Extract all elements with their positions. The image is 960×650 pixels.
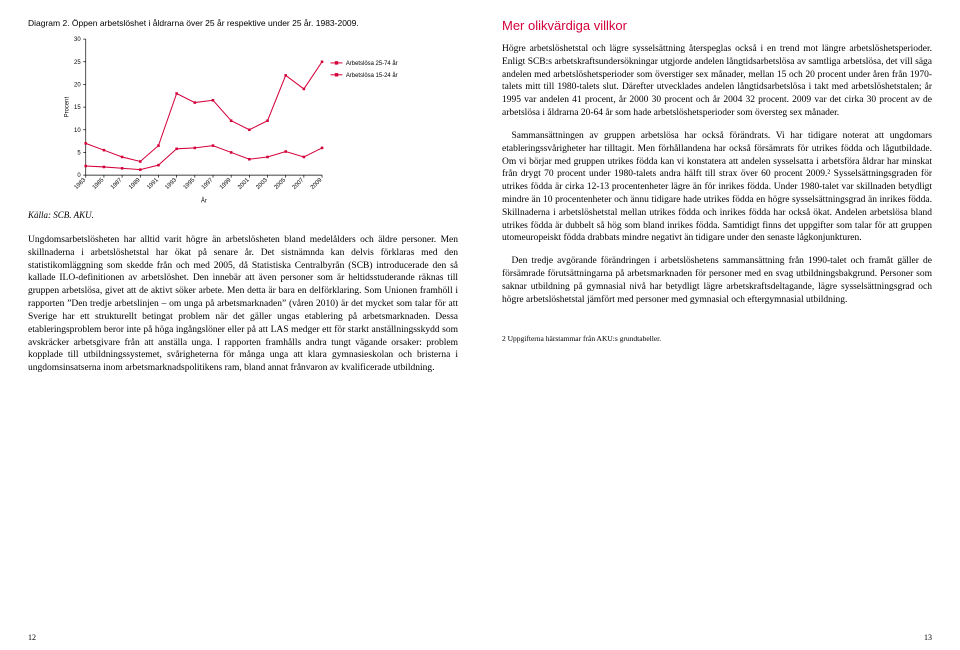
left-column: Diagram 2. Öppen arbetslöshet i åldrarna… (28, 18, 458, 642)
left-body: Ungdomsarbetslösheten har alltid varit h… (28, 234, 458, 375)
svg-text:Arbetslösa 25-74 år: Arbetslösa 25-74 år (346, 60, 398, 67)
right-paragraph-2: Sammansättningen av gruppen arbetslösa h… (502, 130, 932, 245)
svg-text:25: 25 (74, 60, 81, 66)
svg-text:1987: 1987 (110, 177, 124, 191)
unemployment-chart: 0 5 10 15 20 25 30 1983 1985 1987 1989 1991 1993 1995… (28, 34, 458, 204)
svg-text:1997: 1997 (201, 177, 215, 191)
svg-text:2009: 2009 (310, 177, 324, 191)
svg-text:10: 10 (74, 128, 81, 134)
svg-text:1983: 1983 (74, 177, 88, 191)
svg-text:2003: 2003 (255, 177, 269, 191)
svg-text:2007: 2007 (292, 177, 306, 191)
left-paragraph-1: Ungdomsarbetslösheten har alltid varit h… (28, 234, 458, 375)
svg-text:1989: 1989 (128, 177, 142, 191)
svg-text:2005: 2005 (274, 177, 288, 191)
svg-text:Arbetslösa 15-24 år: Arbetslösa 15-24 år (346, 72, 398, 79)
right-body: Högre arbetslöshetstal och lägre syssels… (502, 43, 932, 306)
page-number-right: 13 (502, 633, 932, 642)
svg-text:30: 30 (74, 37, 81, 43)
footnote: 2 Uppgifterna härstammar från AKU:s grun… (502, 334, 932, 343)
section-heading: Mer olikvärdiga villkor (502, 18, 932, 33)
chart-source: Källa: SCB. AKU. (28, 210, 458, 220)
diagram-title: Diagram 2. Öppen arbetslöshet i åldrarna… (28, 18, 458, 28)
svg-text:1999: 1999 (219, 177, 233, 191)
svg-text:Procent: Procent (65, 97, 71, 118)
svg-text:1991: 1991 (146, 177, 160, 191)
svg-text:1993: 1993 (164, 177, 178, 191)
svg-text:5: 5 (77, 151, 81, 157)
right-paragraph-1: Högre arbetslöshetstal och lägre syssels… (502, 43, 932, 120)
right-column: Mer olikvärdiga villkor Högre arbetslösh… (502, 18, 932, 642)
svg-text:15: 15 (74, 105, 81, 111)
right-paragraph-3: Den tredje avgörande förändringen i arbe… (502, 255, 932, 306)
svg-text:0: 0 (77, 173, 81, 179)
page-number-left: 12 (28, 633, 458, 642)
svg-text:2001: 2001 (237, 177, 251, 191)
svg-text:1985: 1985 (92, 177, 106, 191)
svg-text:20: 20 (74, 83, 81, 89)
svg-text:1995: 1995 (183, 177, 197, 191)
svg-text:År: År (201, 197, 207, 204)
